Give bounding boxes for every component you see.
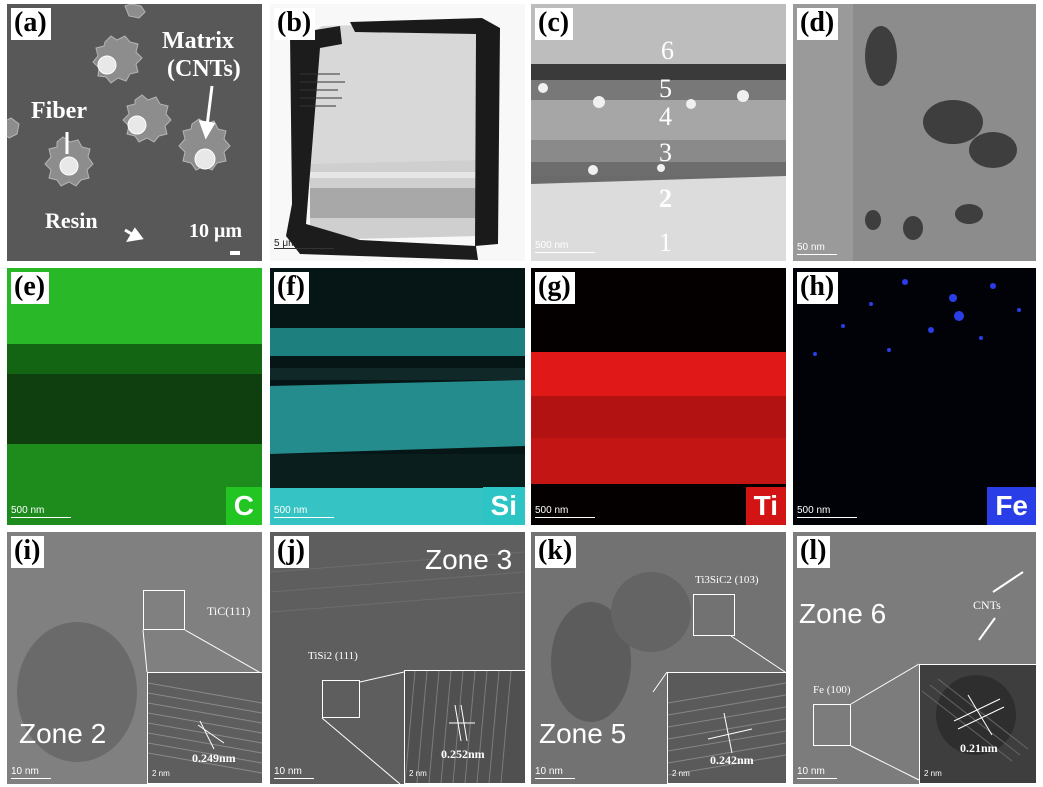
scale-label: 10 μm — [189, 220, 242, 242]
zone-label: Zone 3 — [425, 544, 513, 575]
zone-label: Zone 2 — [19, 718, 107, 749]
panel-label: (d) — [797, 8, 839, 40]
zone-6-number: 6 — [661, 36, 674, 65]
scale-label: 50 nm — [797, 242, 825, 253]
zone-3-number: 3 — [659, 138, 672, 167]
phase-label: Fe (100) — [813, 684, 851, 696]
panel-l-hrtem-zone-6: (l) Zone 6 CNTs Fe (100) 0.21nm 2 nm 10 … — [793, 532, 1036, 784]
panel-label: (l) — [797, 536, 831, 568]
magnified-inset: 0.252nm 2 nm — [404, 670, 525, 784]
element-badge: Si — [482, 487, 525, 525]
zone-1-number: 1 — [659, 228, 672, 257]
tem-detail-image — [793, 4, 1036, 261]
cnts-label: (CNTs) — [167, 56, 241, 82]
carbon-map-image — [7, 268, 262, 525]
scale-label: 500 nm — [274, 505, 308, 516]
panel-f-eds-silicon-map: (f) 500 nm Si — [270, 268, 525, 525]
panel-j-hrtem-zone-3: (j) Zone 3 TiSi2 (111) 0.252nm 2 nm 10 n… — [270, 532, 525, 784]
scale-label: 10 nm — [11, 766, 39, 777]
panel-label: (k) — [535, 536, 577, 568]
selected-region-box — [693, 594, 735, 636]
scale-label: 5 μm — [274, 238, 297, 249]
inset-scale-label: 2 nm — [152, 769, 170, 778]
sem-image — [7, 4, 262, 261]
element-badge: Fe — [987, 487, 1036, 525]
zone-label: Zone 5 — [539, 718, 627, 749]
panel-a-sem-cross-section: (a) Matrix (CNTs) Fiber Resin 10 μm — [7, 4, 262, 261]
panel-label: (j) — [274, 536, 309, 568]
inset-scale-label: 2 nm — [924, 769, 942, 778]
panel-label: (a) — [11, 8, 51, 40]
magnified-inset: 0.249nm 2 nm — [147, 672, 262, 784]
cnts-label: CNTs — [973, 598, 1001, 612]
panel-label: (f) — [274, 272, 309, 304]
panel-label: (c) — [535, 8, 574, 40]
panel-d-tem-detail: (d) 50 nm — [793, 4, 1036, 261]
fiber-label: Fiber — [31, 98, 87, 124]
panel-c-tem-zones: (c) 6 5 4 3 2 1 500 nm — [531, 4, 786, 261]
scale-label: 500 nm — [535, 505, 569, 516]
selected-region-box — [143, 590, 185, 630]
scale-label: 500 nm — [797, 505, 831, 516]
resin-label: Resin — [45, 208, 98, 233]
iron-map-image — [793, 268, 1036, 525]
d-spacing-label: 0.252nm — [441, 747, 485, 761]
scale-label: 10 nm — [274, 766, 302, 777]
magnified-inset: 0.242nm 2 nm — [667, 672, 786, 784]
panel-e-eds-carbon-map: (e) 500 nm C — [7, 268, 262, 525]
panel-label: (h) — [797, 272, 839, 304]
silicon-map-image — [270, 268, 525, 525]
inset-scale-label: 2 nm — [409, 769, 427, 778]
scale-label: 500 nm — [535, 240, 569, 251]
d-spacing-label: 0.249nm — [192, 751, 236, 765]
phase-label: TiSi2 (111) — [308, 650, 358, 662]
tem-lamella-image — [270, 4, 525, 261]
panel-label: (i) — [11, 536, 45, 568]
panel-label: (b) — [274, 8, 316, 40]
d-spacing-label: 0.21nm — [960, 741, 998, 755]
panel-k-hrtem-zone-5: (k) Ti3SiC2 (103) Zone 5 0.242nm 2 nm 10… — [531, 532, 786, 784]
panel-h-eds-iron-map: (h) 500 nm Fe — [793, 268, 1036, 525]
panel-label: (g) — [535, 272, 575, 304]
zone-label: Zone 6 — [799, 598, 887, 629]
phase-label: TiC(111) — [207, 604, 251, 618]
titanium-map-image — [531, 268, 786, 525]
d-spacing-label: 0.242nm — [710, 753, 754, 767]
matrix-label: Matrix — [162, 28, 234, 54]
magnified-inset: 0.21nm 2 nm — [919, 664, 1036, 784]
scale-label: 10 nm — [535, 766, 563, 777]
element-badge: C — [225, 487, 262, 525]
element-badge: Ti — [745, 487, 786, 525]
scale-label: 10 nm — [797, 766, 825, 777]
zone-2-number: 2 — [659, 184, 672, 213]
panel-g-eds-titanium-map: (g) 500 nm Ti — [531, 268, 786, 525]
tem-layers-image — [531, 4, 786, 261]
panel-i-hrtem-zone-2: (i) TiC(111) Zone 2 0.249nm 2 nm 10 nm — [7, 532, 262, 784]
phase-label: Ti3SiC2 (103) — [695, 574, 759, 586]
selected-region-box — [813, 704, 851, 746]
panel-b-fib-lamella: (b) 5 μm — [270, 4, 525, 261]
zone-4-number: 4 — [659, 102, 672, 131]
inset-scale-label: 2 nm — [672, 769, 690, 778]
zone-5-number: 5 — [659, 74, 672, 103]
scale-label: 500 nm — [11, 505, 45, 516]
selected-region-box — [322, 680, 360, 718]
panel-label: (e) — [11, 272, 50, 304]
